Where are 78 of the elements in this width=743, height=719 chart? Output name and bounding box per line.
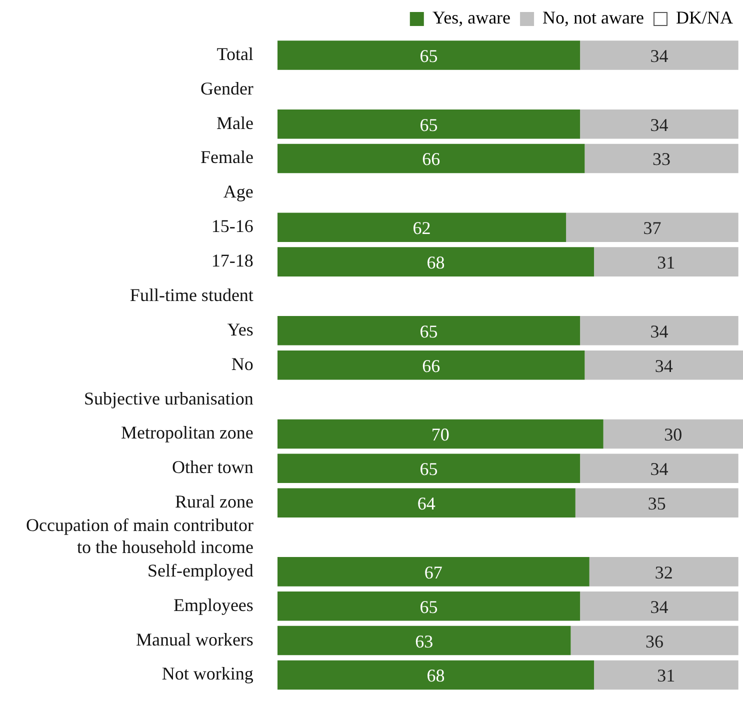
- data-label: 66: [422, 356, 440, 376]
- data-label: 37: [643, 218, 662, 238]
- data-label: 30: [664, 424, 682, 445]
- data-label: 70: [431, 424, 450, 445]
- bar: [277, 212, 566, 242]
- data-label: 65: [420, 596, 438, 617]
- bar: [584, 350, 743, 380]
- data-label: 34: [650, 596, 668, 617]
- y-tick-label: No: [231, 354, 254, 374]
- data-label: 34: [650, 46, 668, 66]
- bar: [594, 660, 738, 690]
- data-label: 34: [650, 459, 668, 480]
- y-tick-label: Age: [223, 182, 254, 202]
- data-label: 64: [417, 494, 436, 514]
- data-label: 65: [420, 114, 438, 135]
- data-label: 32: [654, 562, 673, 582]
- data-label: 34: [654, 356, 673, 376]
- bar: [277, 109, 580, 139]
- y-tick-label: Subjective urbanisation: [84, 388, 254, 408]
- bar: [277, 454, 580, 484]
- data-label: 65: [420, 459, 438, 480]
- data-label: 34: [650, 321, 668, 342]
- y-tick-label: Not working: [162, 664, 254, 684]
- bar: [277, 557, 590, 586]
- bar: [580, 454, 738, 484]
- bar: [277, 626, 571, 656]
- y-tick-label: Female: [200, 147, 254, 168]
- y-tick-label: Metropolitan zone: [120, 422, 254, 443]
- bar: [580, 109, 738, 139]
- bar: [277, 591, 580, 621]
- data-label: 36: [646, 631, 664, 652]
- y-tick-label: Employees: [173, 594, 254, 615]
- bar: [277, 247, 594, 276]
- data-label: 65: [420, 46, 438, 66]
- bar: [584, 144, 738, 174]
- bar: [589, 557, 738, 586]
- bar: [580, 40, 738, 70]
- y-tick-label: Other town: [172, 457, 254, 478]
- y-tick-label: Male: [216, 112, 254, 133]
- data-label: 34: [650, 114, 668, 135]
- y-tick-label: 15-16: [211, 216, 254, 236]
- bar: [580, 591, 738, 621]
- bar: [277, 660, 594, 690]
- legend-label: No, not aware: [542, 8, 644, 28]
- bar: [277, 350, 585, 380]
- legend-label: Yes, aware: [432, 8, 511, 28]
- y-tick-label: Manual workers: [136, 629, 254, 650]
- data-label: 67: [424, 562, 442, 582]
- bar: [594, 247, 738, 276]
- bar: [566, 212, 738, 242]
- data-label: 68: [426, 666, 445, 686]
- y-tick-label: 17-18: [211, 250, 254, 271]
- data-label: 35: [648, 494, 666, 514]
- data-label: 66: [422, 149, 440, 170]
- bar: [277, 40, 580, 70]
- data-label: 68: [426, 252, 445, 273]
- data-label: 31: [657, 666, 676, 686]
- bar: [277, 488, 576, 518]
- bar: [570, 626, 738, 656]
- bar: [603, 419, 743, 449]
- y-tick-label: Yes: [227, 319, 254, 340]
- y-tick-label: Self-employed: [147, 560, 254, 580]
- y-tick-label: Total: [216, 44, 254, 64]
- y-tick-label: Gender: [200, 78, 254, 98]
- legend-label: DK/NA: [676, 8, 734, 28]
- data-label: 65: [420, 321, 438, 342]
- bar: [277, 419, 604, 449]
- data-label: 31: [657, 252, 676, 273]
- bar: [277, 316, 580, 346]
- bar: [277, 144, 585, 174]
- data-label: 63: [415, 631, 434, 652]
- y-tick-label: Full-time student: [130, 284, 254, 305]
- data-label: 33: [652, 149, 671, 170]
- y-tick-label: Rural zone: [174, 492, 254, 512]
- y-tick-label: Occupation of main contributor to the household income: [26, 515, 254, 557]
- data-label: 62: [412, 218, 431, 238]
- bar: [580, 316, 738, 346]
- bar: [575, 488, 738, 518]
